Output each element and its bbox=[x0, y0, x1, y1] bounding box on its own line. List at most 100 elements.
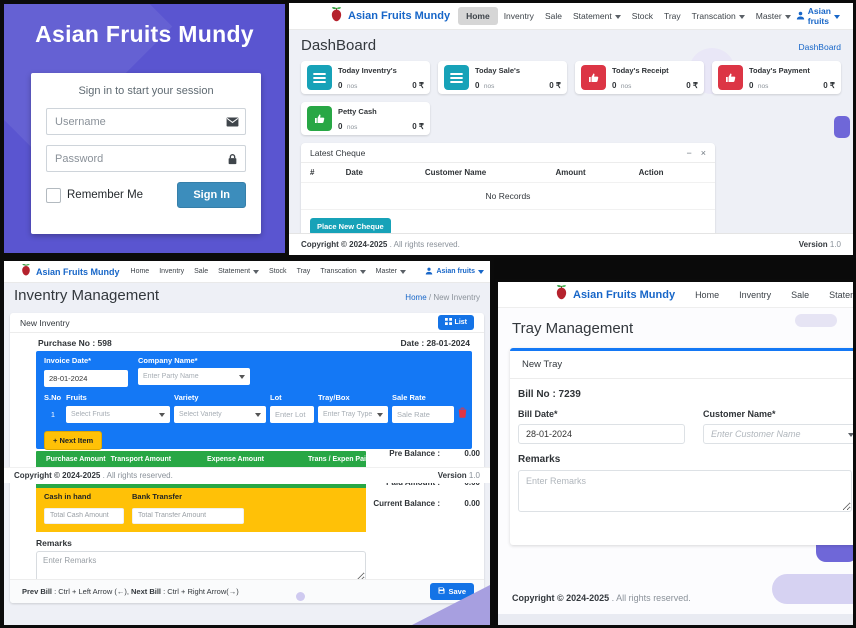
decor-blob bbox=[296, 592, 305, 601]
breadcrumb[interactable]: DashBoard bbox=[798, 42, 841, 52]
stat-card-sale[interactable]: Today Sale's 0 nos 0 ₹ bbox=[438, 61, 567, 94]
invoice-date-input[interactable] bbox=[44, 370, 128, 387]
login-subtitle: Sign in to start your session bbox=[78, 85, 214, 97]
login-card: Sign in to start your session Remember M… bbox=[31, 73, 261, 234]
next-item-button[interactable]: + Next Item bbox=[44, 431, 103, 450]
customer-name-select[interactable]: Enter Customer Name bbox=[702, 424, 853, 444]
latest-cheque-title: Latest Cheque bbox=[310, 148, 366, 158]
chevron-down-icon bbox=[833, 14, 840, 19]
minimize-icon[interactable]: − bbox=[686, 147, 692, 158]
login-brand-title: Asian Fruits Mundy bbox=[35, 21, 254, 47]
latest-cheque-card: Latest Cheque − × # Date Customer Name A… bbox=[301, 143, 715, 241]
bill-no: Bill No : 7239 bbox=[518, 389, 581, 400]
delete-row-icon[interactable] bbox=[458, 405, 467, 423]
nav-item-tray[interactable]: Tray bbox=[663, 11, 681, 21]
serial-number: 1 bbox=[50, 409, 56, 419]
thumbs-up-icon bbox=[581, 65, 606, 90]
tray-type-select[interactable]: Enter Tray Type bbox=[318, 405, 388, 423]
dashboard-body: DashBoard DashBoard Today Inventry's 0 n… bbox=[289, 30, 853, 255]
card-title: New Tray bbox=[510, 351, 853, 379]
nav-item-inventry[interactable]: Inventry bbox=[503, 11, 534, 21]
nav-item-home[interactable]: Home bbox=[695, 289, 720, 300]
item-table-header: S.No Fruits Variety Lot Tray/Box Sale Ra… bbox=[44, 393, 426, 402]
nav-item-stock[interactable]: Stock bbox=[631, 11, 653, 21]
col-hash: # bbox=[310, 168, 315, 177]
user-menu[interactable]: Asian fruits bbox=[796, 6, 844, 26]
brand[interactable]: Asian Fruits Mundy bbox=[329, 6, 450, 27]
pre-balance: Pre Balance :0.00 bbox=[389, 449, 480, 458]
company-name-select[interactable]: Enter Party Name bbox=[138, 368, 250, 385]
nav-item-statement[interactable]: Statement bbox=[568, 7, 626, 25]
nav-item-tray[interactable]: Tray bbox=[296, 268, 311, 275]
tray-footer: Copyright © 2024-2025 . All rights reser… bbox=[498, 589, 853, 625]
bill-date-input[interactable] bbox=[518, 424, 685, 444]
nav-item-statement[interactable]: Statement bbox=[213, 266, 264, 277]
lot-input[interactable] bbox=[270, 405, 314, 423]
remember-me-checkbox[interactable] bbox=[46, 187, 61, 203]
password-input[interactable] bbox=[47, 152, 219, 165]
user-menu[interactable]: Asian fruits bbox=[425, 267, 484, 277]
bill-date-label: Bill Date* bbox=[518, 409, 558, 419]
sign-in-button[interactable]: Sign In bbox=[177, 182, 246, 208]
remember-me-label: Remember Me bbox=[67, 189, 144, 201]
stat-card-payment[interactable]: Today's Payment 0 nos 0 ₹ bbox=[712, 61, 841, 94]
list-button[interactable]: List bbox=[437, 315, 474, 330]
nav-item-sale[interactable]: Sale bbox=[544, 11, 562, 21]
stat-card-inventry[interactable]: Today Inventry's 0 nos 0 ₹ bbox=[301, 61, 430, 94]
apple-logo-icon bbox=[554, 284, 569, 305]
nav-item-statement[interactable]: Statement bbox=[829, 289, 853, 300]
remarks-textarea[interactable] bbox=[36, 550, 366, 582]
nav-item-stock[interactable]: Stock bbox=[269, 268, 287, 275]
login-window: Asian Fruits Mundy Sign in to start your… bbox=[0, 0, 289, 257]
brand[interactable]: Asian Fruits Mundy bbox=[20, 263, 120, 281]
transfer-amount-input[interactable] bbox=[132, 507, 244, 524]
nav-item-transcation[interactable]: Transcation bbox=[687, 7, 750, 25]
col-date: Date bbox=[345, 168, 363, 177]
brand[interactable]: Asian Fruits Mundy bbox=[554, 284, 675, 305]
stat-card-petty-cash[interactable]: Petty Cash 0 nos 0 ₹ bbox=[301, 102, 430, 135]
chevron-down-icon bbox=[848, 432, 853, 437]
payment-panel: Cash in hand Bank Transfer bbox=[36, 484, 366, 532]
new-inventry-card: New Inventry List Purchase No : 598 Date… bbox=[10, 313, 484, 603]
nav-item-home[interactable]: Home bbox=[458, 7, 498, 25]
username-input[interactable] bbox=[47, 115, 219, 128]
variety-select[interactable]: Select Variety bbox=[174, 405, 266, 423]
chevron-down-icon bbox=[614, 14, 621, 19]
fruits-select[interactable]: Select Fruits bbox=[66, 405, 170, 423]
stat-card-receipt[interactable]: Today's Receipt 0 nos 0 ₹ bbox=[575, 61, 704, 94]
remarks-textarea[interactable] bbox=[518, 470, 852, 512]
nav-item-master[interactable]: Master bbox=[751, 7, 796, 25]
invoice-panel: Invoice Date* Company Name* Enter Party … bbox=[36, 351, 472, 450]
nav-item-inventry[interactable]: Inventry bbox=[739, 289, 772, 300]
user-menu-label: Asian fruits bbox=[436, 268, 475, 275]
brand-title: Asian Fruits Mundy bbox=[36, 266, 120, 277]
inventory-body: Inventry Management Home / New Inventry … bbox=[4, 283, 490, 625]
thumbs-up-icon bbox=[307, 106, 332, 131]
current-balance: Current Balance :0.00 bbox=[373, 499, 480, 508]
close-icon[interactable]: × bbox=[700, 147, 706, 158]
brand-title: Asian Fruits Mundy bbox=[348, 10, 451, 22]
tray-navbar: Asian Fruits Mundy Home Inventry Sale St… bbox=[498, 282, 853, 308]
purchase-no: Purchase No : 598 bbox=[38, 338, 112, 348]
dashboard-footer: Copyright © 2024-2025 . All rights reser… bbox=[289, 233, 853, 255]
stat-cards: Today Inventry's 0 nos 0 ₹ Today Sale's … bbox=[301, 61, 841, 135]
nav-item-home[interactable]: Home bbox=[130, 268, 150, 275]
nav-item-transcation[interactable]: Transcation bbox=[315, 266, 370, 277]
lock-icon bbox=[219, 153, 245, 165]
nav-item-inventry[interactable]: Inventry bbox=[159, 268, 185, 275]
nav-item-sale[interactable]: Sale bbox=[194, 268, 209, 275]
nav-item-master[interactable]: Master bbox=[371, 266, 411, 277]
sale-rate-input[interactable] bbox=[392, 405, 454, 423]
password-field[interactable] bbox=[46, 145, 246, 172]
page-title: DashBoard bbox=[301, 37, 377, 54]
decor-blob bbox=[834, 116, 850, 138]
item-row: 1 Select Fruits Select Variety Enter Tra… bbox=[44, 405, 467, 423]
cash-amount-input[interactable] bbox=[44, 507, 124, 524]
place-new-cheque-button[interactable]: Place New Cheque bbox=[310, 218, 391, 235]
cash-in-hand-label: Cash in hand bbox=[44, 492, 92, 501]
apple-logo-icon bbox=[329, 6, 344, 27]
remarks-label: Remarks bbox=[36, 537, 72, 548]
nav-item-sale[interactable]: Sale bbox=[791, 289, 810, 300]
username-field[interactable] bbox=[46, 108, 246, 135]
footer-strip bbox=[498, 614, 853, 625]
